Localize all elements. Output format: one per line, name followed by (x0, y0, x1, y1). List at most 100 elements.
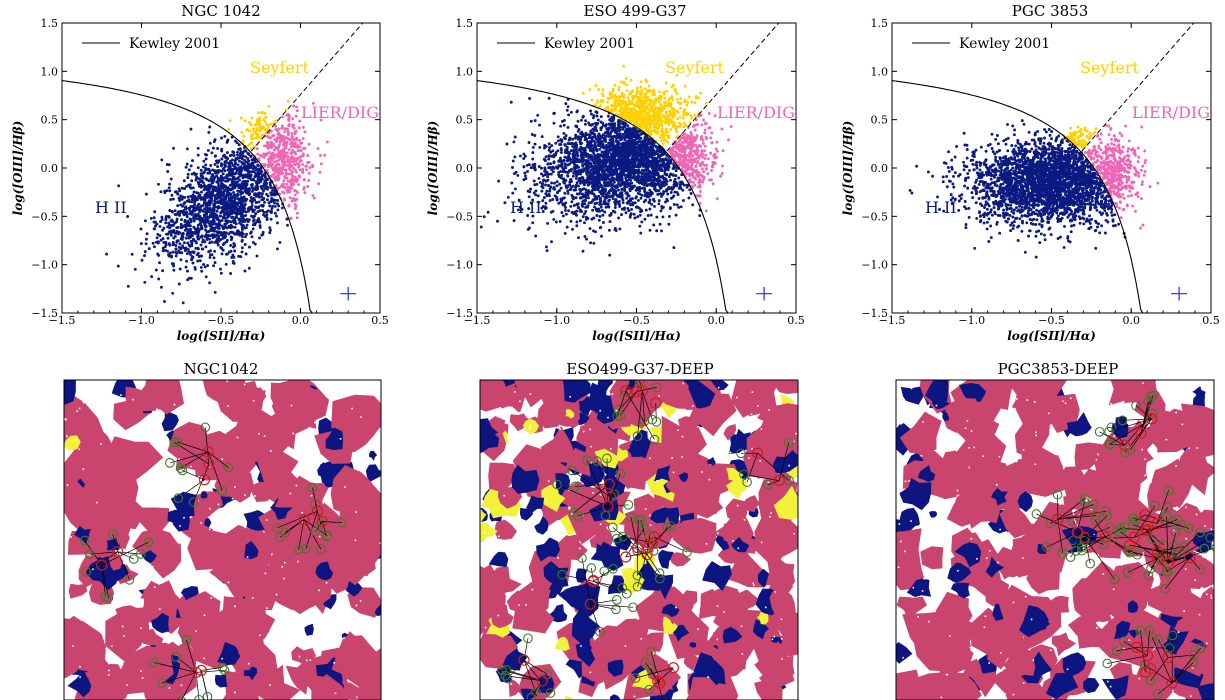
data-point (641, 186, 644, 190)
data-point (224, 156, 227, 159)
data-point (168, 189, 172, 193)
data-point (286, 112, 290, 116)
data-point (274, 183, 278, 187)
data-point (199, 174, 203, 178)
data-point (231, 203, 235, 207)
data-point (291, 175, 294, 179)
data-point (582, 158, 586, 162)
data-point (174, 244, 178, 247)
data-point (233, 219, 237, 223)
y-tick-label: −1.5 (31, 307, 58, 320)
data-point (279, 184, 283, 188)
data-point (229, 243, 233, 247)
data-point (180, 186, 184, 190)
data-point (255, 188, 259, 191)
data-point (265, 216, 269, 220)
data-point (177, 196, 181, 200)
data-point (147, 247, 151, 251)
data-point (593, 142, 597, 146)
data-point (672, 203, 676, 206)
data-point (263, 111, 267, 115)
data-point (594, 110, 598, 114)
data-point (225, 151, 229, 155)
data-point (277, 186, 281, 190)
data-point (157, 253, 161, 257)
data-point (585, 137, 589, 141)
data-point (648, 198, 652, 202)
data-point (184, 207, 188, 211)
data-point (306, 154, 310, 157)
data-point (626, 200, 630, 204)
data-point (616, 123, 620, 127)
data-point (564, 148, 568, 152)
data-point (240, 161, 244, 165)
data-point (657, 175, 661, 179)
data-point (588, 227, 592, 231)
data-point (227, 167, 231, 171)
data-point (173, 190, 177, 194)
data-point (545, 249, 549, 253)
data-point (160, 215, 164, 219)
data-point (275, 202, 279, 206)
data-point (170, 193, 174, 197)
data-point (579, 138, 582, 142)
data-point (193, 206, 197, 209)
data-point (253, 214, 256, 218)
data-point (257, 200, 261, 204)
data-point (593, 165, 597, 169)
data-point (163, 191, 167, 195)
data-point (226, 203, 230, 207)
data-point (268, 155, 272, 159)
data-point (653, 204, 656, 208)
data-point (241, 166, 245, 170)
data-point (665, 154, 669, 157)
data-point (219, 230, 222, 234)
data-point (649, 141, 653, 145)
data-point (286, 223, 289, 227)
data-point (180, 197, 184, 201)
data-point (605, 147, 609, 151)
data-point (531, 145, 535, 149)
data-point (243, 173, 247, 177)
data-point (232, 154, 236, 157)
data-point (644, 174, 648, 178)
data-point (645, 171, 648, 175)
data-point (195, 197, 199, 201)
data-point (639, 196, 643, 200)
data-point (292, 126, 296, 130)
data-point (246, 220, 250, 224)
data-point (643, 189, 647, 192)
data-point (537, 200, 540, 204)
data-point (184, 165, 188, 169)
data-point (287, 115, 291, 119)
data-point (660, 153, 664, 157)
data-point (198, 210, 202, 214)
data-point (272, 201, 276, 205)
data-point (211, 174, 215, 178)
data-point (562, 131, 566, 135)
data-point (667, 222, 671, 226)
data-point (550, 181, 554, 185)
data-point (286, 99, 290, 103)
data-point (503, 201, 507, 205)
data-point (250, 162, 254, 166)
data-point (260, 177, 264, 181)
data-point (630, 161, 634, 165)
data-point (544, 144, 548, 148)
data-point (522, 152, 526, 156)
data-point (258, 209, 262, 213)
data-point (548, 146, 552, 150)
data-point (213, 154, 217, 158)
data-point (156, 232, 160, 236)
data-point (657, 164, 661, 168)
data-point (557, 189, 561, 193)
data-point (161, 237, 165, 241)
data-point (188, 183, 192, 187)
data-point (262, 126, 266, 130)
data-point (225, 173, 229, 177)
data-point (233, 225, 237, 229)
data-point (269, 122, 273, 126)
data-point (565, 108, 569, 112)
data-point (234, 157, 238, 161)
data-point (270, 151, 274, 155)
